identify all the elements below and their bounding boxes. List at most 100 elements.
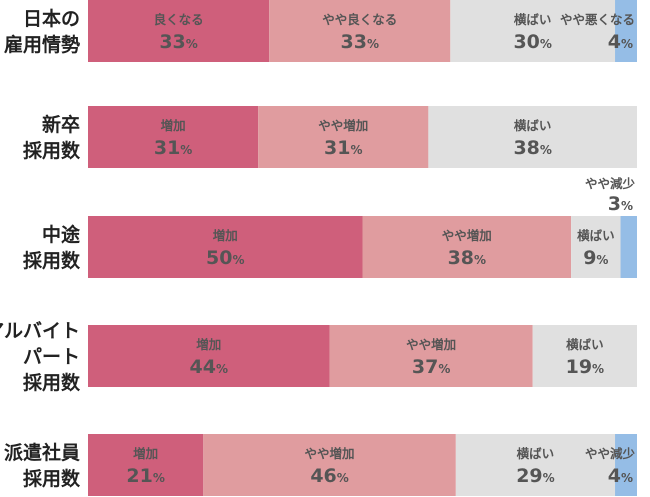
- segment-name: やや減少: [585, 446, 636, 461]
- segment-value-number: 21: [126, 465, 152, 487]
- segment-value-number: 38: [448, 247, 474, 269]
- segment-value-number: 33: [341, 31, 367, 53]
- bar-segment: [88, 216, 363, 278]
- bar-segment: [329, 325, 533, 387]
- segment-value-number: 19: [566, 356, 592, 378]
- segment-value-unit: %: [438, 362, 450, 376]
- segment-name: 増加: [133, 446, 158, 461]
- segment-value: 31%: [154, 137, 192, 159]
- segment-value-unit: %: [367, 37, 379, 51]
- bar-segment: [428, 106, 637, 168]
- segment-name: やや増加: [305, 446, 355, 461]
- segment-value-unit: %: [180, 143, 192, 157]
- segment-name: 増加: [161, 118, 186, 133]
- segment-value-unit: %: [186, 37, 198, 51]
- segment-value-number: 29: [516, 465, 542, 487]
- segment-value: 30%: [513, 31, 551, 53]
- bar-segment: [455, 434, 616, 496]
- bar-segment: [571, 216, 621, 278]
- segment-value: 4%: [608, 31, 633, 53]
- segment-value-unit: %: [540, 143, 552, 157]
- segment-name: 横ばい: [577, 228, 615, 243]
- segment-value-unit: %: [543, 471, 555, 485]
- segment-value: 46%: [310, 465, 348, 487]
- segment-value-number: 3: [608, 193, 621, 215]
- row-label: パート: [23, 346, 80, 368]
- row-label: 雇用情勢: [4, 33, 80, 56]
- segment-value-unit: %: [592, 362, 604, 376]
- segment-value-unit: %: [540, 37, 552, 51]
- segment-value-unit: %: [232, 253, 244, 267]
- bar-segment: [615, 434, 637, 496]
- segment-value-number: 44: [190, 356, 216, 378]
- segment-value-number: 33: [159, 31, 185, 53]
- segment-value: 19%: [566, 356, 604, 378]
- bar-segment: [532, 325, 637, 387]
- segment-name: やや増加: [442, 228, 492, 243]
- segment-value-unit: %: [596, 253, 608, 267]
- bar-segment: [620, 216, 637, 278]
- row-label: アルバイト: [0, 320, 80, 342]
- bar-segment: [88, 434, 204, 496]
- segment-value-unit: %: [337, 471, 349, 485]
- segment-name: 増加: [196, 337, 221, 352]
- segment-value: 33%: [159, 31, 197, 53]
- segment-value-unit: %: [621, 199, 633, 213]
- segment-name: やや増加: [406, 337, 456, 352]
- segment-value-number: 4: [608, 465, 621, 487]
- segment-value-number: 31: [324, 137, 350, 159]
- segment-value-number: 37: [412, 356, 438, 378]
- segment-value-unit: %: [216, 362, 228, 376]
- segment-name: やや悪くなる: [560, 12, 635, 27]
- segment-name: 良くなる: [154, 12, 204, 27]
- segment-value-number: 9: [583, 247, 596, 269]
- segment-value: 44%: [190, 356, 228, 378]
- segment-value: 38%: [448, 247, 486, 269]
- segment-name: 横ばい: [514, 118, 552, 133]
- segment-value: 31%: [324, 137, 362, 159]
- segment-value: 29%: [516, 465, 554, 487]
- segment-value: 3%: [608, 193, 633, 215]
- row-label: 日本の: [23, 7, 80, 30]
- row-label: 派遣社員: [4, 441, 80, 464]
- segment-value-unit: %: [621, 471, 633, 485]
- segment-name: 増加: [213, 228, 238, 243]
- segment-value-number: 30: [513, 31, 539, 53]
- segment-value: 37%: [412, 356, 450, 378]
- segment-value-number: 46: [310, 465, 336, 487]
- segment-name: 横ばい: [566, 337, 604, 352]
- row-label: 採用数: [23, 249, 81, 272]
- segment-name: やや減少: [585, 176, 636, 191]
- segment-value-unit: %: [474, 253, 486, 267]
- segment-value: 9%: [583, 247, 608, 269]
- bar-segment: [362, 216, 572, 278]
- bar-segment: [88, 325, 330, 387]
- segment-value-unit: %: [153, 471, 165, 485]
- segment-value-number: 4: [608, 31, 621, 53]
- bar-segment: [269, 0, 451, 62]
- row-label: 新卒: [42, 113, 80, 136]
- segment-value-number: 50: [206, 247, 232, 269]
- segment-name: 横ばい: [514, 12, 552, 27]
- segment-value: 4%: [608, 465, 633, 487]
- segment-value-unit: %: [621, 37, 633, 51]
- segment-value: 33%: [341, 31, 379, 53]
- bar-segment: [88, 0, 270, 62]
- segment-value-number: 31: [154, 137, 180, 159]
- segment-value: 50%: [206, 247, 244, 269]
- segment-name: やや増加: [318, 118, 368, 133]
- bar-segment: [450, 0, 616, 62]
- segment-value: 21%: [126, 465, 164, 487]
- bar-segment: [203, 434, 456, 496]
- bar-segment: [258, 106, 429, 168]
- segment-name: 横ばい: [517, 446, 555, 461]
- segment-value-number: 38: [513, 137, 539, 159]
- row-label: 中途: [42, 223, 81, 246]
- row-label: 採用数: [23, 467, 81, 490]
- row-label: 採用数: [23, 371, 81, 394]
- segment-value: 38%: [513, 137, 551, 159]
- segment-value-unit: %: [350, 143, 362, 157]
- row-label: 採用数: [23, 139, 81, 162]
- bar-segment: [615, 0, 637, 62]
